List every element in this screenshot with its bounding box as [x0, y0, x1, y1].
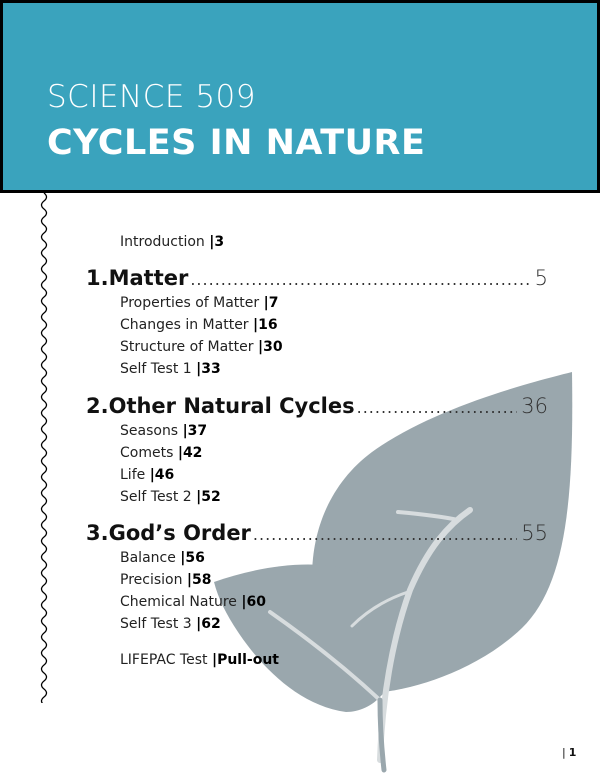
section-number: 2. — [86, 394, 109, 418]
toc-section-1[interactable]: 1. Matter ..............................… — [86, 266, 548, 290]
toc-item-lifepac-test[interactable]: LIFEPAC Test |Pull-out — [120, 652, 279, 668]
toc-item[interactable]: Precision |58 — [120, 572, 212, 588]
toc-item-page: |Pull-out — [211, 652, 279, 668]
toc-item-label: Properties of Matter — [120, 295, 260, 311]
dot-leader: ........................................… — [252, 525, 518, 544]
toc-item-page: |30 — [257, 339, 283, 355]
toc-item-introduction[interactable]: Introduction |3 — [120, 234, 224, 250]
toc-item-label: Self Test 3 — [120, 616, 192, 632]
toc-item[interactable]: Properties of Matter |7 — [120, 295, 278, 311]
toc-item-page: |60 — [241, 594, 266, 610]
toc-item-page: |62 — [196, 616, 221, 632]
toc-item[interactable]: Self Test 3 |62 — [120, 616, 221, 632]
header-banner: SCIENCE 509 CYCLES IN NATURE — [0, 0, 600, 193]
section-number: 3. — [86, 521, 109, 545]
toc-item-label: Changes in Matter — [120, 317, 249, 333]
toc-item-label: Precision — [120, 572, 183, 588]
toc-item-label: Life — [120, 467, 146, 483]
toc-item[interactable]: Life |46 — [120, 467, 174, 483]
toc-item-page: |42 — [177, 445, 203, 461]
toc-item[interactable]: Self Test 2 |52 — [120, 489, 221, 505]
toc-item-page: |37 — [182, 423, 208, 439]
toc-item-page: |58 — [186, 572, 212, 588]
section-title: Matter — [108, 266, 189, 290]
unit-title: CYCLES IN NATURE — [47, 123, 426, 163]
toc-item-page: |7 — [263, 295, 279, 311]
section-title: God’s Order — [108, 521, 251, 545]
section-page: 36 — [521, 394, 548, 418]
dot-leader: ........................................… — [190, 270, 531, 289]
toc-item[interactable]: Self Test 1 |33 — [120, 361, 221, 377]
toc-item[interactable]: Seasons |37 — [120, 423, 207, 439]
toc-item-label: Self Test 1 — [120, 361, 192, 377]
toc-item-page: |52 — [196, 489, 221, 505]
toc-item[interactable]: Comets |42 — [120, 445, 202, 461]
section-page: 55 — [521, 521, 548, 545]
toc-item-label: Balance — [120, 550, 176, 566]
toc-item-page: |3 — [209, 234, 225, 250]
toc-item[interactable]: Changes in Matter |16 — [120, 317, 278, 333]
toc-item-label: Introduction — [120, 234, 205, 250]
toc-section-2[interactable]: 2. Other Natural Cycles ................… — [86, 394, 548, 418]
toc-item-label: Chemical Nature — [120, 594, 237, 610]
toc-item-label: Structure of Matter — [120, 339, 254, 355]
page-number: | 1 — [562, 746, 576, 759]
toc-item-label: Seasons — [120, 423, 179, 439]
toc-item-page: |46 — [149, 467, 175, 483]
section-title: Other Natural Cycles — [108, 394, 355, 418]
toc-item-page: |33 — [196, 361, 221, 377]
toc-section-3[interactable]: 3. God’s Order .........................… — [86, 521, 548, 545]
course-title: SCIENCE 509 — [47, 79, 256, 115]
section-page: 5 — [534, 266, 548, 290]
toc-item-label: Comets — [120, 445, 174, 461]
wavy-line-icon — [40, 193, 48, 703]
toc-item-label: LIFEPAC Test — [120, 652, 208, 668]
page-number-value: 1 — [568, 746, 577, 759]
page-number-bar: | — [562, 746, 566, 759]
section-number: 1. — [86, 266, 109, 290]
toc-item-page: |16 — [253, 317, 278, 333]
toc-item[interactable]: Balance |56 — [120, 550, 205, 566]
toc-item[interactable]: Structure of Matter |30 — [120, 339, 283, 355]
toc-item[interactable]: Chemical Nature |60 — [120, 594, 266, 610]
toc-item-label: Self Test 2 — [120, 489, 192, 505]
dot-leader: ........................................… — [356, 398, 518, 417]
toc-item-page: |56 — [180, 550, 205, 566]
